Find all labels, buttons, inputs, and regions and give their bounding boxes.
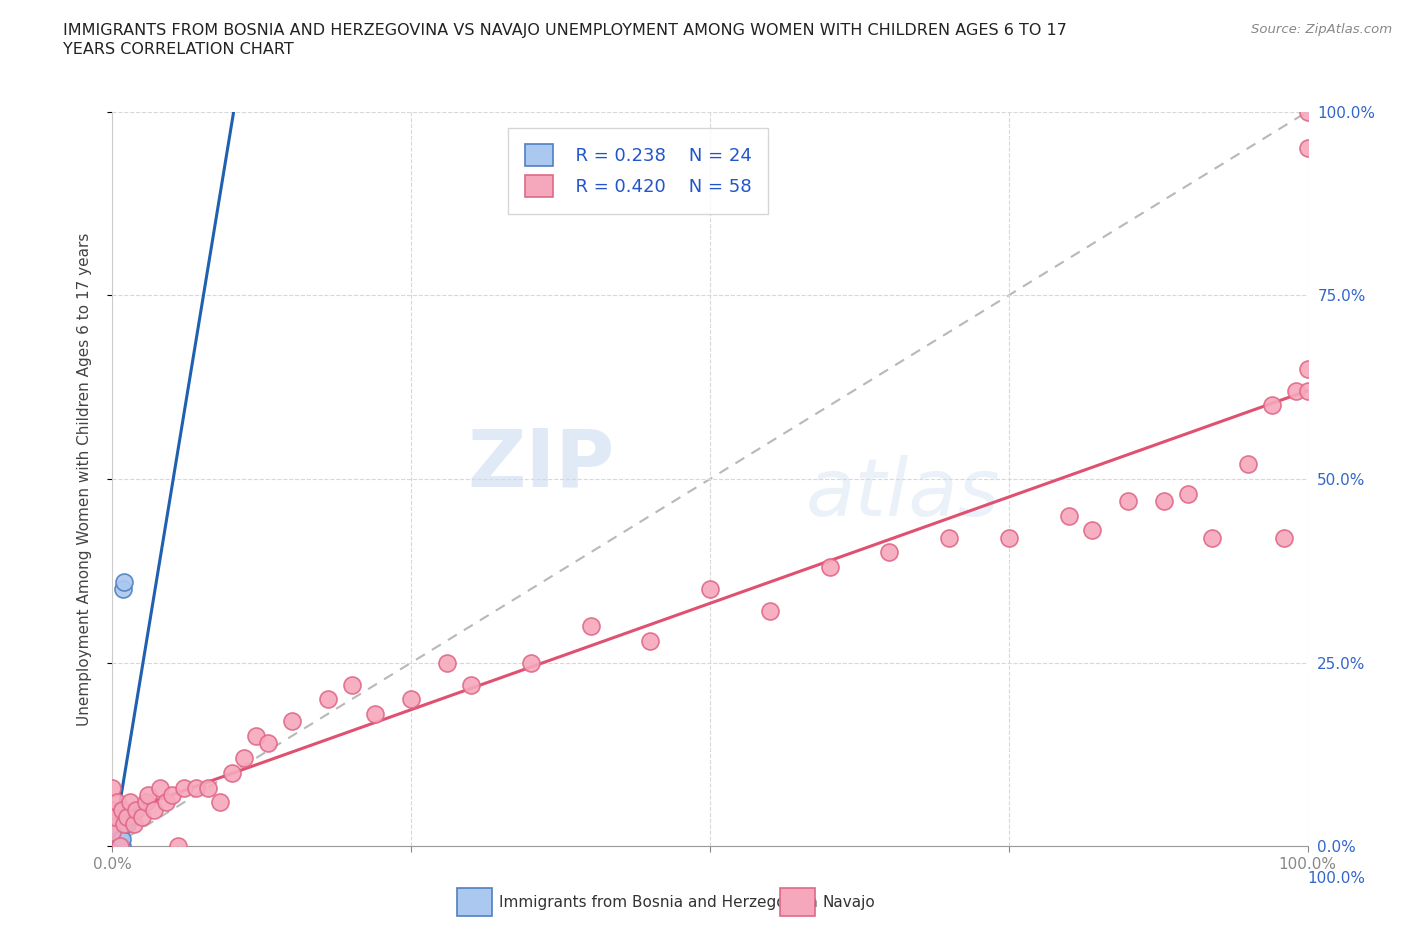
Point bbox=[101, 831, 124, 846]
Point bbox=[115, 809, 138, 824]
Text: ZIP: ZIP bbox=[467, 425, 614, 503]
Point bbox=[1201, 530, 1223, 545]
Point bbox=[1296, 141, 1319, 156]
Point bbox=[105, 795, 128, 810]
Point bbox=[111, 802, 134, 817]
Point bbox=[316, 692, 339, 707]
Point bbox=[101, 839, 124, 854]
Point bbox=[101, 839, 124, 854]
Text: atlas: atlas bbox=[806, 455, 1001, 533]
Point bbox=[101, 802, 124, 817]
Point bbox=[104, 839, 127, 854]
Point bbox=[1177, 486, 1199, 501]
Point bbox=[460, 677, 482, 692]
Point bbox=[101, 780, 124, 795]
Point bbox=[135, 795, 157, 810]
Point bbox=[436, 656, 458, 671]
Point bbox=[125, 802, 148, 817]
Point bbox=[998, 530, 1021, 545]
Point bbox=[131, 809, 153, 824]
Text: IMMIGRANTS FROM BOSNIA AND HERZEGOVINA VS NAVAJO UNEMPLOYMENT AMONG WOMEN WITH C: IMMIGRANTS FROM BOSNIA AND HERZEGOVINA V… bbox=[63, 23, 1067, 38]
Text: Source: ZipAtlas.com: Source: ZipAtlas.com bbox=[1251, 23, 1392, 36]
Point bbox=[579, 618, 602, 633]
Legend:   R = 0.238    N = 24,   R = 0.420    N = 58: R = 0.238 N = 24, R = 0.420 N = 58 bbox=[509, 128, 768, 214]
Point bbox=[122, 817, 145, 831]
Point bbox=[233, 751, 256, 765]
Point bbox=[107, 824, 129, 839]
Point bbox=[340, 677, 363, 692]
Point bbox=[105, 831, 128, 846]
Point bbox=[1296, 104, 1319, 119]
Point bbox=[281, 714, 304, 729]
Point bbox=[1237, 457, 1260, 472]
Point bbox=[186, 780, 208, 795]
Point bbox=[101, 817, 124, 831]
Point bbox=[101, 839, 124, 854]
Point bbox=[110, 839, 132, 854]
Point bbox=[101, 831, 124, 846]
Point bbox=[155, 795, 177, 810]
Point bbox=[1296, 383, 1319, 398]
Point bbox=[138, 788, 160, 803]
Point bbox=[364, 707, 387, 722]
Point bbox=[120, 795, 142, 810]
Point bbox=[114, 575, 135, 590]
Point bbox=[209, 795, 232, 810]
Point bbox=[1118, 494, 1140, 509]
Point bbox=[108, 831, 131, 846]
Point bbox=[105, 839, 128, 854]
Point bbox=[101, 824, 124, 839]
Text: Navajo: Navajo bbox=[823, 895, 876, 910]
Point bbox=[104, 809, 127, 824]
Point bbox=[167, 839, 190, 854]
Point bbox=[818, 560, 841, 575]
Point bbox=[162, 788, 183, 803]
Point bbox=[245, 729, 267, 744]
Point bbox=[101, 839, 124, 854]
Text: YEARS CORRELATION CHART: YEARS CORRELATION CHART bbox=[63, 42, 294, 57]
Point bbox=[1057, 508, 1080, 523]
Point bbox=[938, 530, 960, 545]
Point bbox=[1081, 523, 1104, 538]
Point bbox=[111, 831, 134, 846]
Text: 100.0%: 100.0% bbox=[1308, 871, 1365, 886]
Point bbox=[108, 839, 131, 854]
Point bbox=[105, 831, 128, 846]
Point bbox=[879, 545, 901, 560]
Point bbox=[1261, 398, 1284, 413]
Point bbox=[699, 582, 721, 597]
Text: Immigrants from Bosnia and Herzegovina: Immigrants from Bosnia and Herzegovina bbox=[499, 895, 818, 910]
Point bbox=[1285, 383, 1308, 398]
Point bbox=[115, 817, 138, 831]
Point bbox=[101, 824, 124, 839]
Y-axis label: Unemployment Among Women with Children Ages 6 to 17 years: Unemployment Among Women with Children A… bbox=[77, 232, 91, 725]
Point bbox=[173, 780, 195, 795]
Point bbox=[221, 765, 243, 780]
Point bbox=[257, 736, 280, 751]
Point bbox=[112, 582, 135, 597]
Point bbox=[1296, 361, 1319, 376]
Point bbox=[640, 633, 662, 648]
Point bbox=[118, 809, 141, 824]
Point bbox=[114, 817, 135, 831]
Point bbox=[143, 802, 166, 817]
Point bbox=[759, 604, 782, 618]
Point bbox=[197, 780, 219, 795]
Point bbox=[149, 780, 172, 795]
Point bbox=[1153, 494, 1175, 509]
Point bbox=[107, 839, 129, 854]
Point bbox=[111, 839, 134, 854]
Point bbox=[520, 656, 543, 671]
Point bbox=[401, 692, 423, 707]
Point bbox=[1272, 530, 1295, 545]
Point bbox=[105, 824, 128, 839]
Point bbox=[101, 839, 124, 854]
